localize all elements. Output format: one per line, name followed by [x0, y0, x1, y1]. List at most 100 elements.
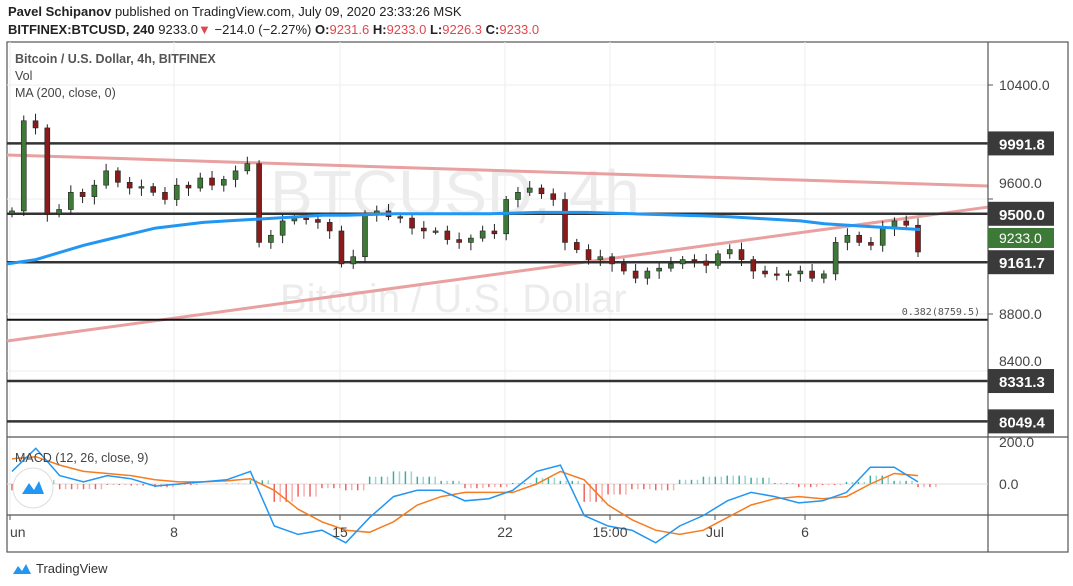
candle-down: [409, 217, 415, 229]
candle-down: [256, 163, 262, 243]
close-value: 9233.0: [499, 22, 540, 37]
level-label: 8331.3: [999, 374, 1045, 391]
time-tick-label: 22: [497, 524, 513, 540]
candle-down: [79, 192, 86, 197]
candle-up: [173, 184, 180, 200]
trendline-ascending-support: [6, 205, 989, 343]
candle-up: [268, 234, 274, 243]
tradingview-badge: [12, 467, 54, 509]
close-label: C:: [485, 22, 500, 37]
trendline-descending-resistance: [6, 153, 989, 188]
level-label-bg: [988, 131, 1054, 156]
candle-down: [150, 186, 156, 193]
author-name: Pavel Schipanov: [8, 4, 112, 19]
candle-down: [326, 222, 333, 232]
level-label-bg: [988, 409, 1054, 434]
candle-down: [185, 184, 192, 189]
candle-down: [915, 224, 921, 253]
candle-down: [609, 256, 615, 265]
price-tick-label: 10400.0: [999, 77, 1050, 93]
candle-up: [103, 170, 109, 186]
candle-down: [538, 187, 545, 195]
last-price-label: 9233.0: [999, 230, 1042, 246]
candle-down: [738, 249, 745, 260]
candle-down: [115, 170, 121, 183]
last-price-label-bg: [988, 228, 1054, 248]
price-change: −214.0 (−2.27%): [214, 22, 312, 37]
candle-down: [585, 249, 592, 260]
legend-title: Bitcoin / U.S. Dollar, 4h, BITFINEX: [15, 52, 216, 66]
candle-down: [750, 259, 757, 272]
open-label: O:: [315, 22, 330, 37]
candle-up: [279, 220, 286, 236]
candle-up: [91, 184, 98, 197]
macd-signal-line: [11, 455, 919, 536]
candle-down: [856, 234, 862, 243]
candle-down: [444, 230, 451, 240]
candle-up: [244, 163, 251, 172]
level-label-bg: [988, 250, 1054, 275]
level-label: 8049.4: [999, 414, 1046, 431]
time-tick-label: 15:00: [592, 524, 627, 540]
candle-up: [526, 187, 533, 193]
tradingview-badge-icon: [22, 481, 44, 494]
candle-down: [550, 193, 557, 200]
candle-up: [138, 186, 145, 189]
publish-info: Pavel Schipanov published on TradingView…: [8, 4, 462, 19]
candle-down: [456, 239, 462, 243]
symbol: BITFINEX:BTCUSD, 240: [8, 22, 155, 37]
candle-up: [232, 170, 239, 180]
level-label-bg: [988, 369, 1054, 394]
down-arrow-icon: ▼: [198, 22, 211, 37]
ma200-line: [6, 210, 921, 266]
candle-down: [32, 120, 39, 129]
candle-down: [315, 219, 321, 223]
candle-down: [44, 127, 51, 215]
candle-up: [468, 237, 474, 243]
price-tick-label: 8400.0: [999, 353, 1042, 369]
macd-line: [11, 447, 919, 544]
ohlc-bar: BITFINEX:BTCUSD, 240 9233.0▼ −214.0 (−2.…: [8, 22, 539, 37]
candle-up: [20, 120, 27, 212]
macd-tick-label: 0.0: [999, 476, 1019, 492]
candle-up: [197, 177, 204, 189]
candle-down: [338, 230, 345, 265]
legend-macd[interactable]: MACD (12, 26, close, 9): [15, 451, 149, 465]
price-tick-label: 9600.0: [999, 175, 1042, 191]
legend-ma[interactable]: MA (200, close, 0): [15, 86, 116, 100]
fib-level-label: 0.382(8759.5): [902, 307, 980, 318]
last-price: 9233.0: [158, 22, 199, 37]
candle-up: [715, 253, 721, 266]
time-tick-label: 15: [332, 524, 348, 540]
level-label: 9161.7: [999, 255, 1045, 272]
candle-up: [68, 192, 74, 210]
publish-text: published on TradingView.com, July 09, 2…: [114, 4, 462, 19]
candle-down: [562, 199, 568, 243]
candle-up: [432, 230, 439, 233]
tradingview-brand: TradingView: [12, 561, 108, 576]
candle-down: [303, 217, 309, 220]
level-label: 9991.8: [999, 136, 1045, 153]
candle-up: [879, 227, 886, 246]
candle-up: [821, 273, 827, 279]
candle-up: [597, 256, 604, 260]
high-label: H:: [372, 22, 387, 37]
candle-down: [621, 263, 627, 272]
candle-down: [491, 230, 498, 235]
candle-down: [573, 242, 580, 250]
time-tick-label: 8: [170, 524, 178, 540]
open-value: 9231.6: [329, 22, 370, 37]
candle-up: [832, 242, 839, 275]
level-label: 9500.0: [999, 207, 1045, 224]
legend-vol[interactable]: Vol: [15, 69, 33, 83]
candle-up: [503, 199, 509, 235]
time-tick-label: un: [10, 524, 26, 540]
price-tick-label: 8800.0: [999, 306, 1042, 322]
candle-up: [350, 256, 357, 265]
tradingview-logo-icon: [13, 563, 31, 574]
candle-down: [703, 260, 710, 266]
low-label: L:: [429, 22, 443, 37]
candle-down: [868, 242, 874, 246]
